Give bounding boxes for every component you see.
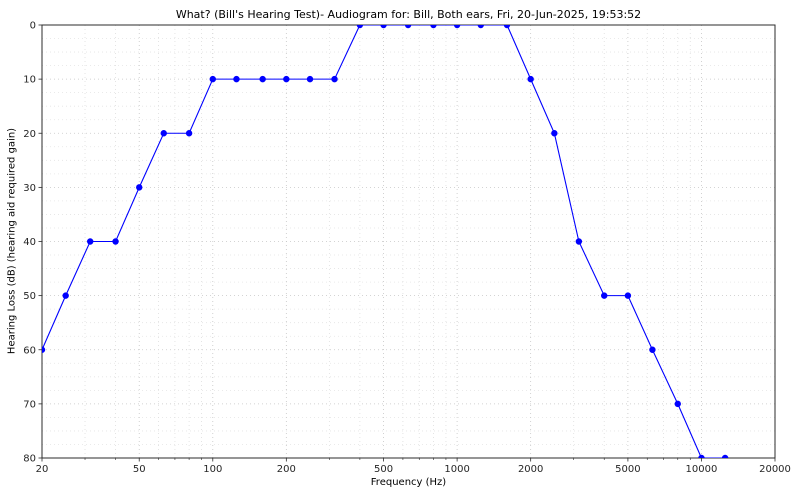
svg-text:60: 60: [23, 345, 36, 356]
y-axis-label: Hearing Loss (dB) (hearing aid required …: [6, 127, 18, 355]
svg-text:5000: 5000: [615, 464, 640, 475]
svg-text:200: 200: [277, 464, 296, 475]
svg-text:80: 80: [23, 454, 36, 465]
svg-text:50: 50: [133, 464, 146, 475]
x-axis-label: Frequency (Hz): [370, 477, 447, 488]
chart-title: What? (Bill's Hearing Test)- Audiogram f…: [175, 8, 642, 21]
svg-text:30: 30: [23, 183, 36, 194]
svg-text:20: 20: [36, 464, 49, 475]
svg-text:1000: 1000: [444, 464, 469, 475]
svg-text:10: 10: [23, 75, 36, 86]
svg-text:40: 40: [23, 237, 36, 248]
svg-text:50: 50: [23, 291, 36, 302]
svg-text:10000: 10000: [686, 464, 718, 475]
svg-text:2000: 2000: [518, 464, 543, 475]
svg-text:500: 500: [374, 464, 393, 475]
svg-text:20000: 20000: [759, 464, 791, 475]
svg-text:100: 100: [203, 464, 222, 475]
series-both-ears: [42, 25, 729, 458]
svg-text:0: 0: [30, 21, 36, 32]
svg-text:70: 70: [23, 399, 36, 410]
svg-text:20: 20: [23, 129, 36, 140]
